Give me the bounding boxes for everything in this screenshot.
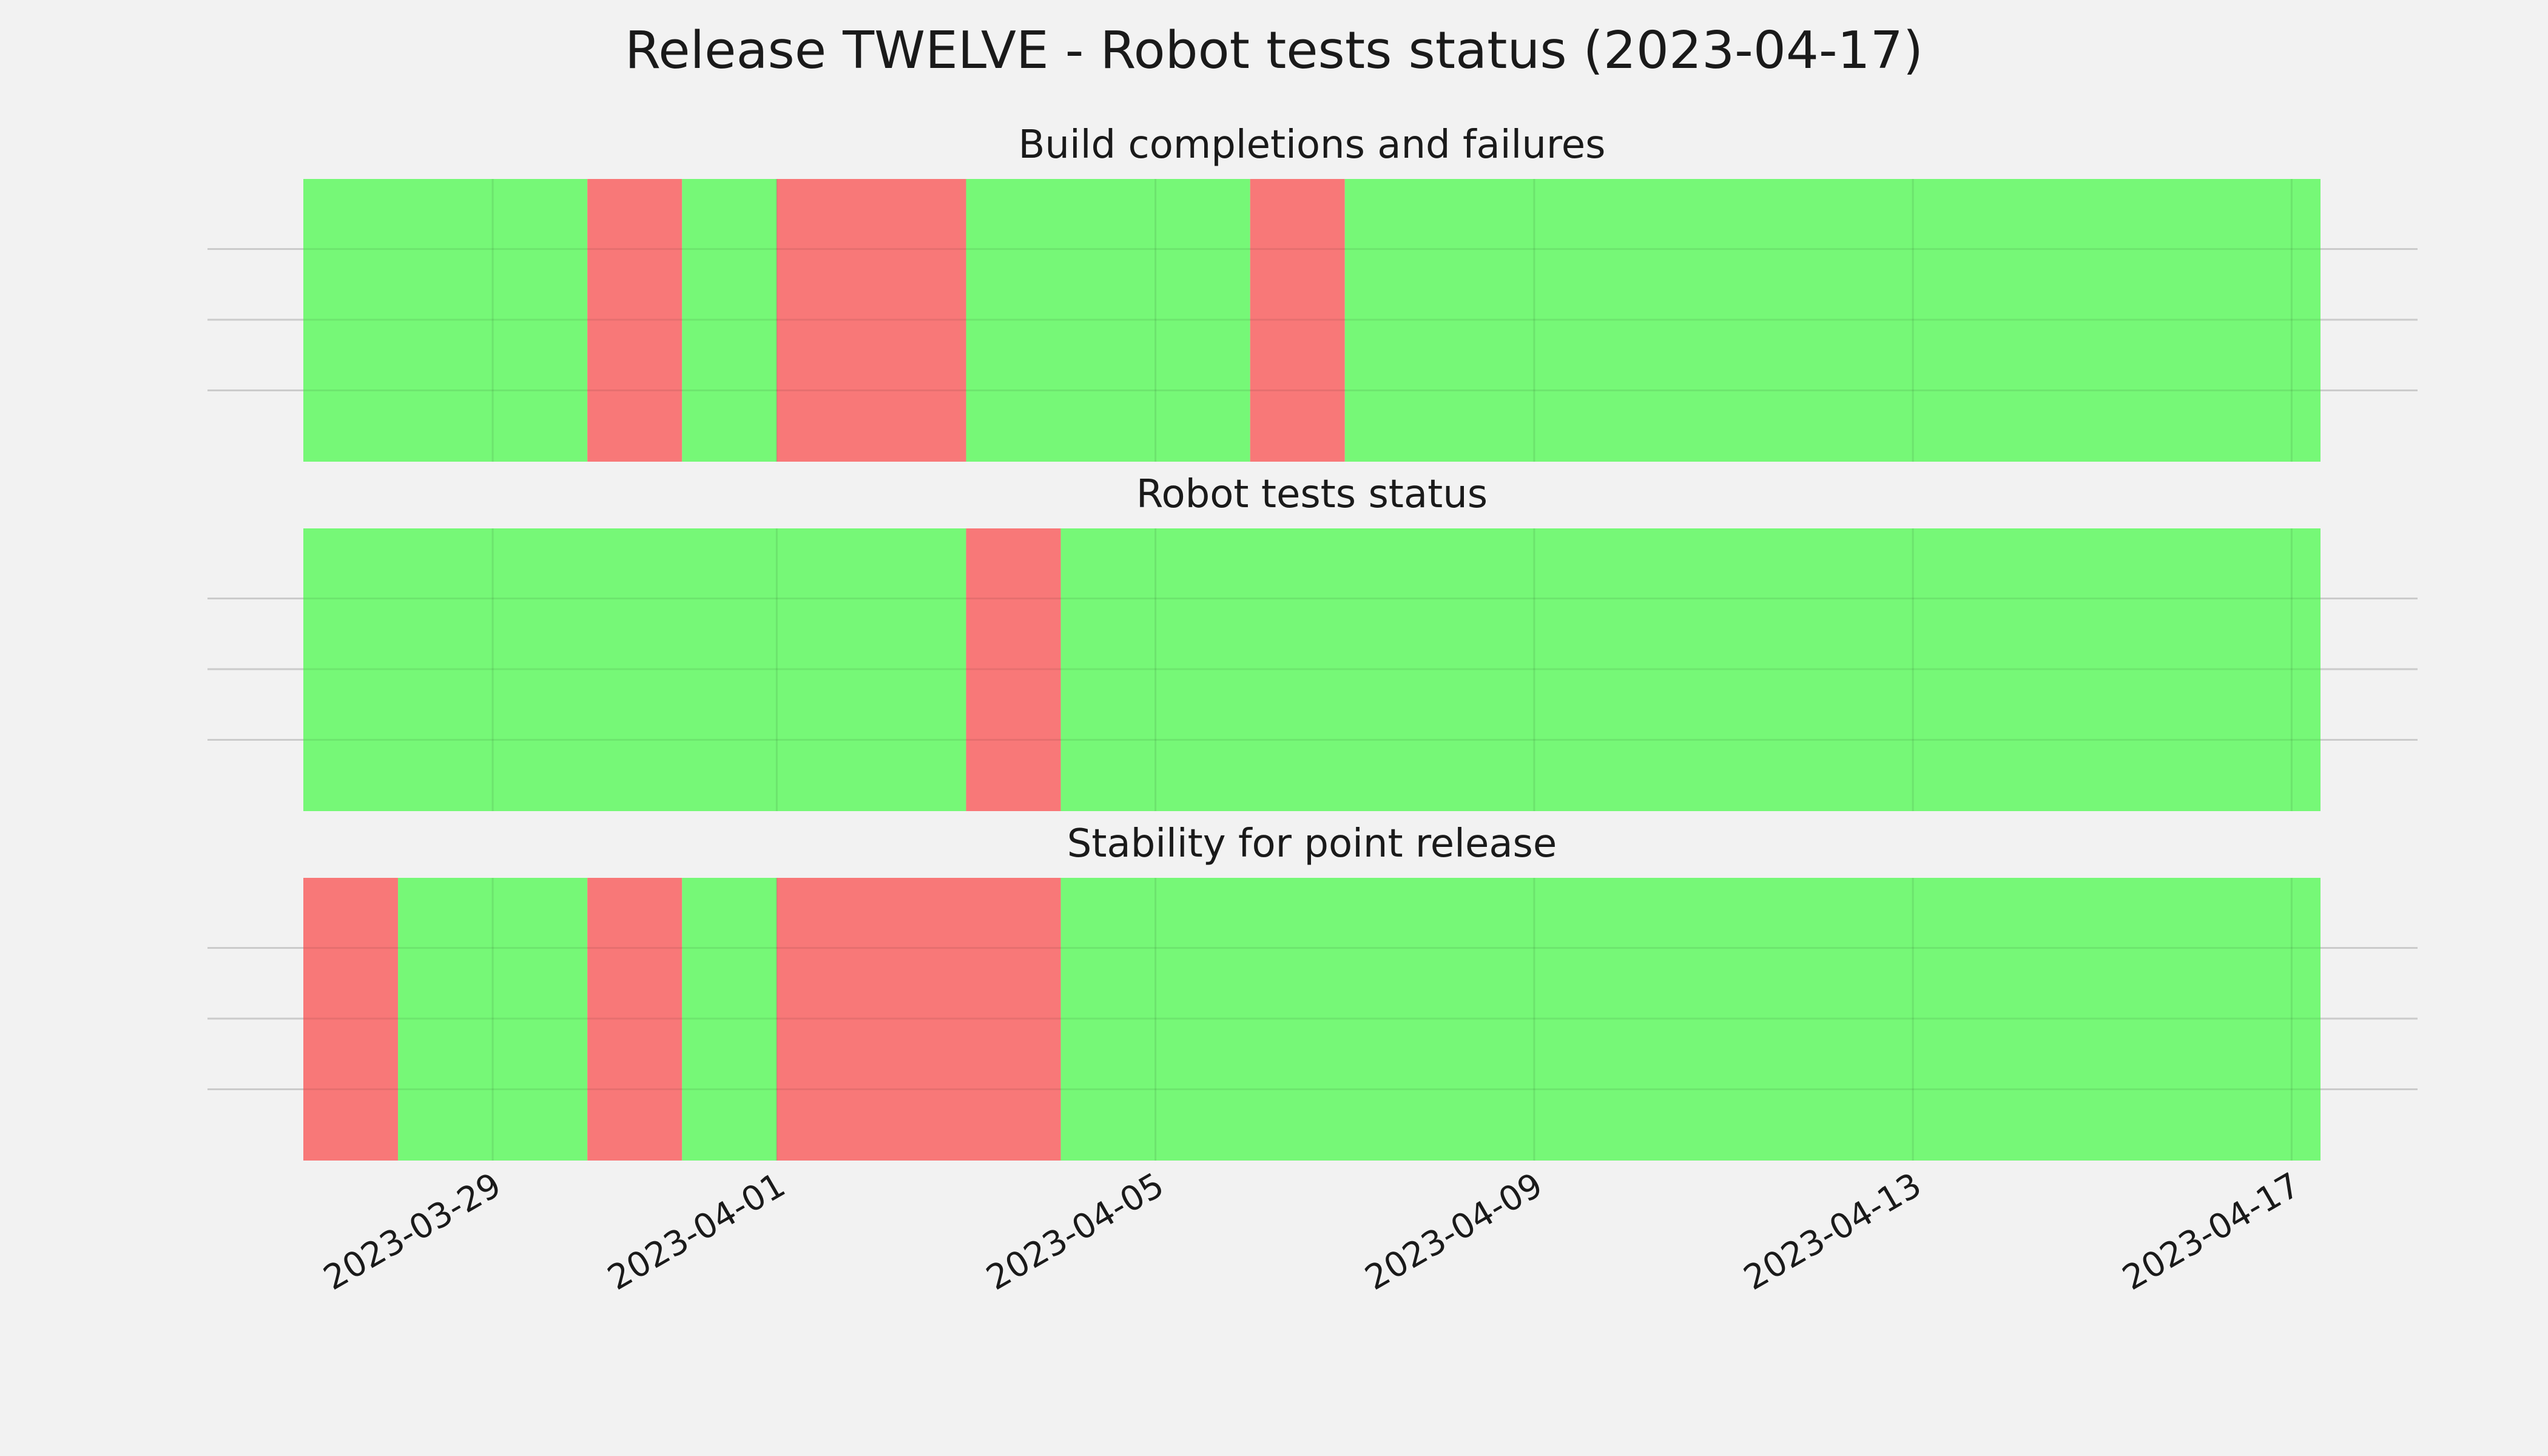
- panel-title: Robot tests status: [1136, 472, 1488, 517]
- segment-pass: [1060, 878, 2320, 1161]
- segment-pass: [1344, 179, 2320, 462]
- segment-pass: [682, 179, 777, 462]
- segment-pass: [1060, 528, 2320, 811]
- segment-fail: [303, 878, 399, 1161]
- segment-fail: [777, 878, 1061, 1161]
- panel-title: Stability for point release: [1067, 821, 1557, 866]
- segment-pass: [682, 878, 777, 1161]
- segment-fail: [587, 179, 682, 462]
- segment-pass: [398, 878, 588, 1161]
- segment-fail: [966, 528, 1061, 811]
- segment-fail: [587, 878, 682, 1161]
- panel-title: Build completions and failures: [1019, 123, 1606, 167]
- panel-3: Stability for point release: [207, 821, 2418, 1161]
- segment-fail: [777, 179, 966, 462]
- chart-title: Release TWELVE - Robot tests status (202…: [625, 21, 1923, 81]
- segment-pass: [303, 528, 966, 811]
- panels: Build completions and failures Robot test…: [207, 123, 2418, 1161]
- segment-fail: [1250, 179, 1345, 462]
- panel-2: Robot tests status: [207, 472, 2418, 811]
- segment-pass: [966, 179, 1250, 462]
- segment-pass: [303, 179, 588, 462]
- panel-1: Build completions and failures: [207, 123, 2418, 462]
